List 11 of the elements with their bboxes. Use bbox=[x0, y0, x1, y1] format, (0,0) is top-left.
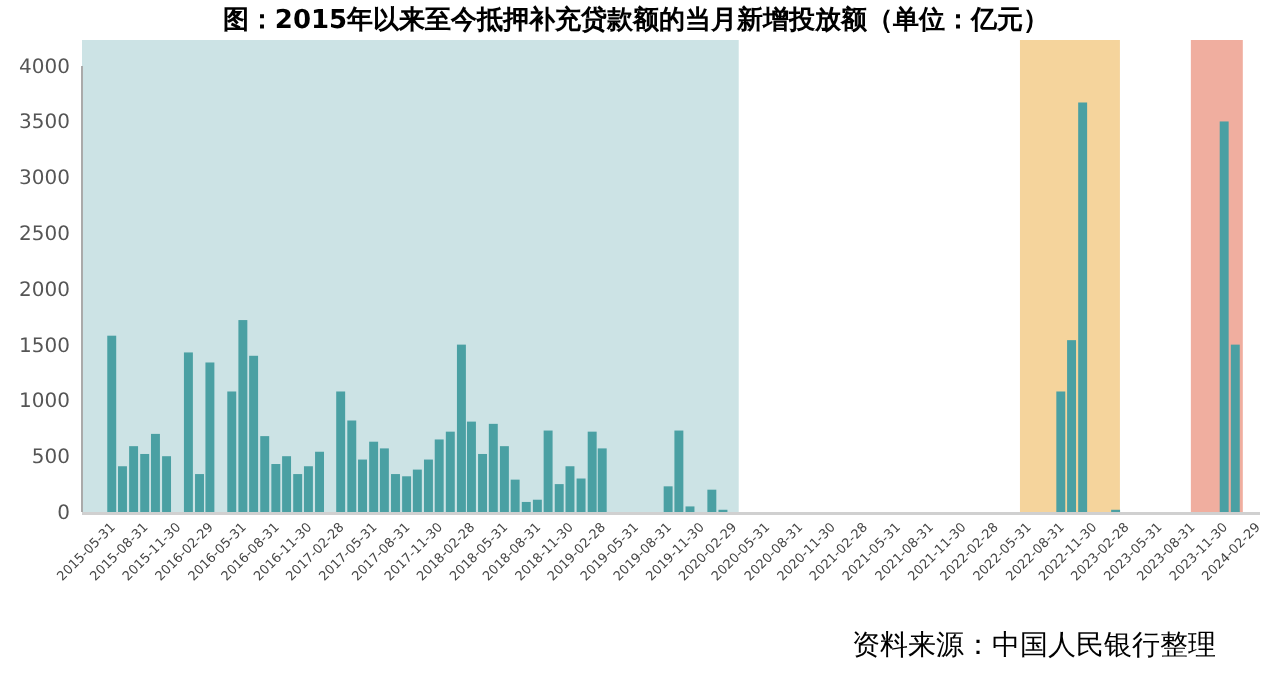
y-tick-label: 1000 bbox=[19, 391, 70, 414]
y-tick-label: 500 bbox=[31, 447, 70, 470]
y-tick-label: 1500 bbox=[19, 335, 70, 358]
y-tick-label: 3500 bbox=[19, 112, 70, 135]
y-tick-label: 4000 bbox=[19, 56, 70, 79]
y-tick-label: 2500 bbox=[19, 224, 70, 247]
y-tick-label: 0 bbox=[57, 503, 70, 525]
y-tick-label: 2000 bbox=[19, 279, 70, 302]
y-tick-label: 3000 bbox=[19, 168, 70, 191]
text: 资料来源：中国人民银行整理 bbox=[852, 630, 1216, 662]
chart-title: 图：2015年以来至今抵押补充贷款额的当月新增投放额（单位：亿元） bbox=[222, 4, 1050, 36]
